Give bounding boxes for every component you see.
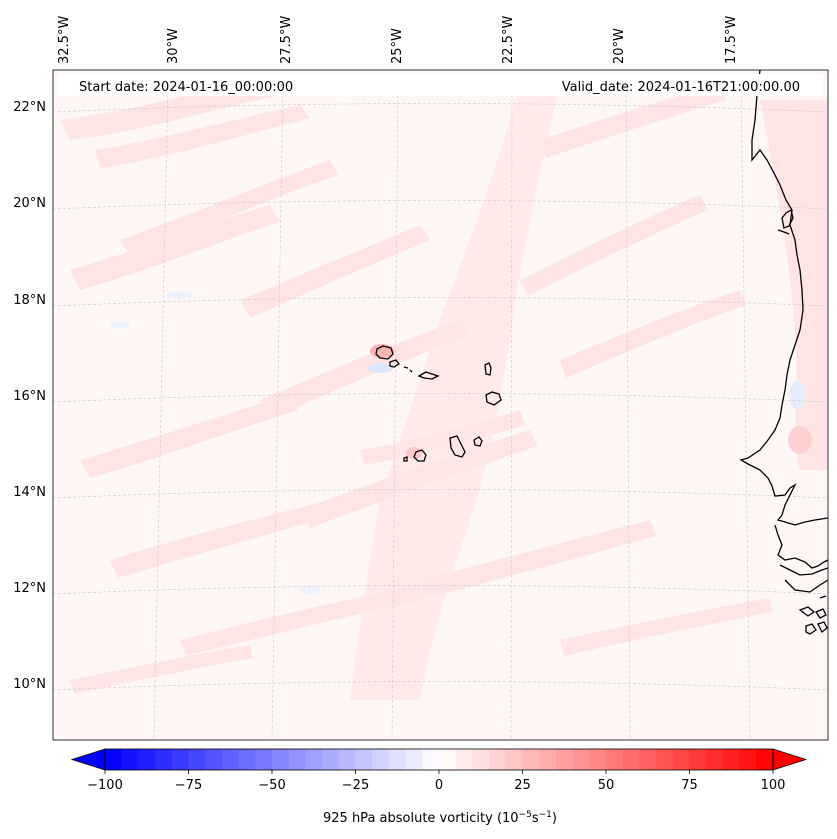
- colorbar-cell: [472, 749, 490, 770]
- lon-label: 22.5°W: [501, 16, 516, 64]
- colorbar-cell: [272, 749, 290, 770]
- africa-coastline: [739, 70, 828, 635]
- colorbar-ticks: −100 −75 −50 −25 0 25 50 75 100: [87, 770, 785, 793]
- island-fogo: [413, 449, 427, 462]
- colorbar-cell: [756, 749, 774, 770]
- colorbar-cell: [121, 749, 139, 770]
- lon-label: 17.5°W: [724, 16, 739, 64]
- colorbar-tick-label: 25: [514, 778, 531, 793]
- colorbar-cell: [305, 749, 323, 770]
- map-frame: [52, 69, 829, 741]
- island-boa-vista: [485, 391, 502, 406]
- colorbar-cell: [221, 749, 240, 770]
- lon-label: 27.5°W: [279, 16, 294, 64]
- valid-date-label: Valid_date: 2024-01-16T21:00:00.00: [562, 80, 800, 95]
- lat-label: 22°N: [13, 100, 46, 115]
- colorbar-tick-label: −100: [87, 778, 123, 793]
- lat-label: 12°N: [13, 581, 46, 596]
- lat-label: 10°N: [13, 677, 46, 692]
- colorbar-cell: [606, 749, 624, 770]
- lon-label: 25°W: [390, 28, 405, 64]
- colorbar-cell: [155, 749, 173, 770]
- colorbar-cell: [639, 749, 657, 770]
- colorbar-cell: [706, 749, 724, 770]
- colorbar-tick-label: 50: [598, 778, 615, 793]
- colorbar-cell: [388, 749, 407, 770]
- colorbar-tick-label: 100: [761, 778, 786, 793]
- start-date-label: Start date: 2024-01-16_00:00:00: [79, 80, 293, 95]
- island-santiago: [449, 435, 466, 458]
- lat-label: 16°N: [13, 389, 46, 404]
- colorbar-tick-label: −50: [258, 778, 285, 793]
- lat-label: 14°N: [13, 485, 46, 500]
- colorbar-cells: [105, 749, 774, 770]
- colorbar-tick-label: 0: [435, 778, 443, 793]
- colorbar-cell: [722, 749, 741, 770]
- colorbar-label-mid: s: [532, 811, 539, 826]
- lon-label: 30°W: [166, 28, 181, 64]
- island-santa-luzia: [403, 366, 413, 373]
- latitude-labels: 22°N 20°N 18°N 16°N 14°N 12°N 10°N: [13, 100, 46, 692]
- colorbar-cell: [255, 749, 273, 770]
- gridlines: [53, 78, 828, 740]
- colorbar-cell: [489, 749, 507, 770]
- colorbar-cell: [138, 749, 156, 770]
- colorbar-tick-label: 75: [681, 778, 698, 793]
- island-brava: [403, 456, 408, 462]
- colorbar-cell: [238, 749, 256, 770]
- colorbar-cell: [656, 749, 674, 770]
- island-sao-vicente: [389, 359, 400, 368]
- colorbar-cell: [589, 749, 607, 770]
- header-box: [58, 74, 823, 96]
- colorbar-cell: [205, 749, 223, 770]
- colorbar-cell: [372, 749, 390, 770]
- colorbar-label-exp2: −1: [539, 810, 552, 820]
- colorbar-label-prefix: 925 hPa absolute vorticity (10: [323, 811, 519, 826]
- colorbar-cell: [338, 749, 356, 770]
- colorbar-cell: [455, 749, 473, 770]
- positive-vorticity-tongue: [350, 85, 560, 700]
- colorbar-tick-label: −25: [342, 778, 369, 793]
- colorbar-label-exp1: −5: [519, 810, 532, 820]
- colorbar-cell: [439, 749, 457, 770]
- colorbar-cell: [171, 749, 189, 770]
- colorbar-extend-max: [772, 748, 808, 771]
- colorbar-cell: [405, 749, 423, 770]
- map-panel: [53, 70, 828, 740]
- cape-verde-islands: [375, 345, 502, 462]
- colorbar-cell: [422, 749, 440, 770]
- colorbar-cell: [739, 749, 757, 770]
- colorbar-cell: [105, 749, 123, 770]
- colorbar-cell: [572, 749, 590, 770]
- colorbar-extend-min: [70, 748, 106, 771]
- colorbar-label: 925 hPa absolute vorticity (10−5s−1): [323, 810, 557, 826]
- colorbar: −100 −75 −50 −25 0 25 50 75 100 925 hPa absolute…: [70, 748, 808, 826]
- coastal-vorticity-band: [760, 100, 828, 470]
- longitude-labels: 32.5°W 30°W 27.5°W 25°W 22.5°W 20°W 17.5…: [57, 16, 739, 64]
- colorbar-tick-label: −75: [175, 778, 202, 793]
- colorbar-cell: [689, 749, 707, 770]
- colorbar-cell: [288, 749, 306, 770]
- island-sal: [484, 362, 492, 376]
- colorbar-cell: [188, 749, 206, 770]
- lat-label: 20°N: [13, 196, 46, 211]
- colorbar-cell: [622, 749, 640, 770]
- island-maio: [473, 436, 483, 447]
- lat-label: 18°N: [13, 293, 46, 308]
- island-santo-antao: [375, 345, 394, 360]
- colorbar-label-suffix: ): [552, 811, 557, 826]
- colorbar-cell: [555, 749, 574, 770]
- island-sao-nicolau: [417, 371, 440, 380]
- colorbar-cell: [505, 749, 523, 770]
- colorbar-cell: [672, 749, 690, 770]
- colorbar-cell: [522, 749, 540, 770]
- lon-label: 32.5°W: [57, 16, 72, 64]
- colorbar-cell: [539, 749, 557, 770]
- lon-label: 20°W: [612, 28, 627, 64]
- colorbar-cell: [355, 749, 373, 770]
- colorbar-cell: [322, 749, 340, 770]
